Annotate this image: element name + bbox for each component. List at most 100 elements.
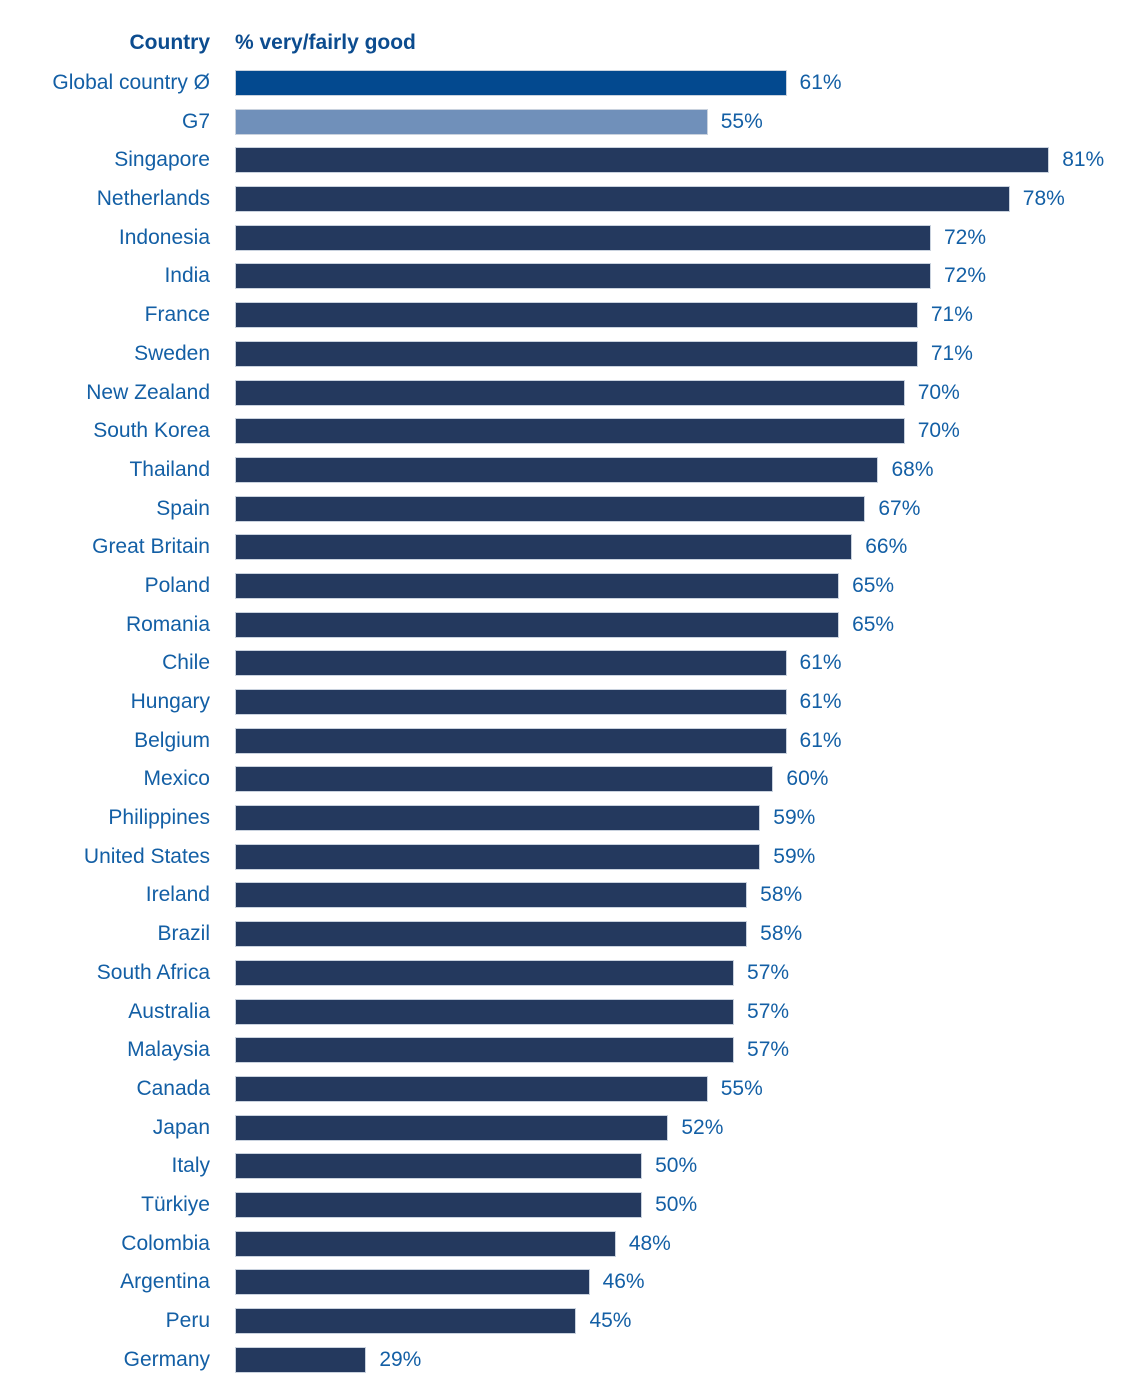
bar-track: 71% [235, 340, 1128, 367]
value-label: 71% [930, 303, 973, 327]
country-label: Brazil [157, 922, 210, 946]
chart-rows: Global country Ø 61% G7 55% Singapore 81… [0, 70, 1128, 1373]
country-label: Belgium [134, 728, 210, 752]
value-label: 72% [944, 225, 987, 249]
value-label: 68% [891, 457, 934, 481]
country-column-header: Country [129, 31, 211, 54]
chart-row: Thailand 68% [0, 456, 1128, 483]
chart-row: France 71% [0, 302, 1128, 329]
chart-row: Poland 65% [0, 572, 1128, 599]
chart-row: United States 59% [0, 843, 1128, 870]
chart-row: South Korea 70% [0, 418, 1128, 445]
bar [235, 302, 918, 329]
country-label: South Africa [96, 960, 210, 984]
bar [235, 1308, 577, 1334]
bar [235, 689, 787, 715]
bar [235, 998, 735, 1025]
bar-track: 72% [235, 263, 1128, 290]
bar-track: 59% [235, 843, 1128, 870]
chart-row: Global country Ø 61% [0, 70, 1128, 96]
country-label: Italy [171, 1154, 210, 1178]
chart-row: Indonesia 72% [0, 224, 1128, 251]
value-label: 61% [799, 71, 842, 94]
bar-track: 67% [235, 495, 1128, 522]
country-label: France [144, 303, 210, 327]
chart-row: Germany 29% [0, 1346, 1128, 1373]
value-label: 48% [628, 1231, 671, 1255]
bar [235, 572, 840, 599]
country-label: G7 [181, 109, 210, 133]
bar-track: 65% [235, 572, 1128, 599]
value-label: 45% [589, 1309, 632, 1332]
bar [235, 340, 918, 367]
bar-track: 48% [235, 1230, 1128, 1257]
value-label: 59% [773, 806, 816, 830]
chart-row: Romania 65% [0, 611, 1128, 638]
value-label: 58% [760, 922, 803, 946]
bar [235, 1346, 367, 1373]
bar-track: 61% [235, 689, 1128, 715]
value-label: 61% [799, 690, 842, 713]
bar [235, 1075, 708, 1102]
bar [235, 882, 748, 909]
chart-row: Sweden 71% [0, 340, 1128, 367]
value-label: 71% [930, 341, 973, 365]
value-label: 50% [655, 1154, 698, 1178]
country-label: Chile [162, 651, 210, 675]
bar-track: 57% [235, 959, 1128, 986]
bar-track: 55% [235, 108, 1128, 135]
bar [235, 766, 774, 793]
chart-row: India 72% [0, 263, 1128, 290]
bar-track: 46% [235, 1269, 1128, 1296]
country-label: Singapore [114, 148, 210, 172]
bar [235, 147, 1050, 174]
bar [235, 1191, 643, 1218]
chart-row: Belgium 61% [0, 727, 1128, 754]
bar [235, 611, 840, 638]
bar [235, 224, 931, 251]
bar [235, 727, 787, 754]
chart-row: G7 55% [0, 108, 1128, 135]
chart-row: Colombia 48% [0, 1230, 1128, 1257]
bar [235, 70, 787, 96]
chart-row: Hungary 61% [0, 689, 1128, 715]
chart-row: Malaysia 57% [0, 1037, 1128, 1064]
country-label: United States [83, 844, 210, 868]
country-label: Malaysia [127, 1038, 210, 1062]
value-label: 57% [747, 960, 790, 984]
bar-track: 61% [235, 727, 1128, 754]
value-label: 61% [799, 651, 842, 675]
value-label: 67% [878, 496, 921, 520]
bar [235, 1037, 735, 1064]
country-label: Spain [156, 496, 210, 520]
country-label: Thailand [129, 457, 210, 481]
bar-track: 57% [235, 998, 1128, 1025]
bar-track: 60% [235, 766, 1128, 793]
value-label: 55% [720, 1076, 763, 1100]
chart-row: Netherlands 78% [0, 186, 1128, 213]
value-label: 58% [760, 883, 803, 907]
bar-track: 81% [235, 147, 1128, 174]
country-label: Great Britain [92, 535, 210, 559]
chart-row: Türkiye 50% [0, 1191, 1128, 1218]
bar [235, 650, 787, 677]
bar [235, 1230, 616, 1257]
bar-track: 68% [235, 456, 1128, 483]
chart-row: New Zealand 70% [0, 379, 1128, 406]
bar-track: 58% [235, 921, 1128, 948]
bar [235, 379, 905, 406]
country-label: Hungary [130, 690, 210, 713]
bar [235, 1153, 643, 1180]
country-label: India [164, 264, 210, 288]
country-label: Poland [144, 573, 210, 597]
value-label: 66% [865, 535, 908, 559]
country-label: Romania [125, 612, 210, 636]
bar-track: 70% [235, 418, 1128, 445]
country-label: Global country Ø [52, 71, 210, 94]
chart-row: Italy 50% [0, 1153, 1128, 1180]
country-label: Australia [128, 999, 210, 1023]
country-label: South Korea [93, 419, 210, 443]
bar [235, 1269, 590, 1296]
country-label: Germany [123, 1347, 210, 1371]
